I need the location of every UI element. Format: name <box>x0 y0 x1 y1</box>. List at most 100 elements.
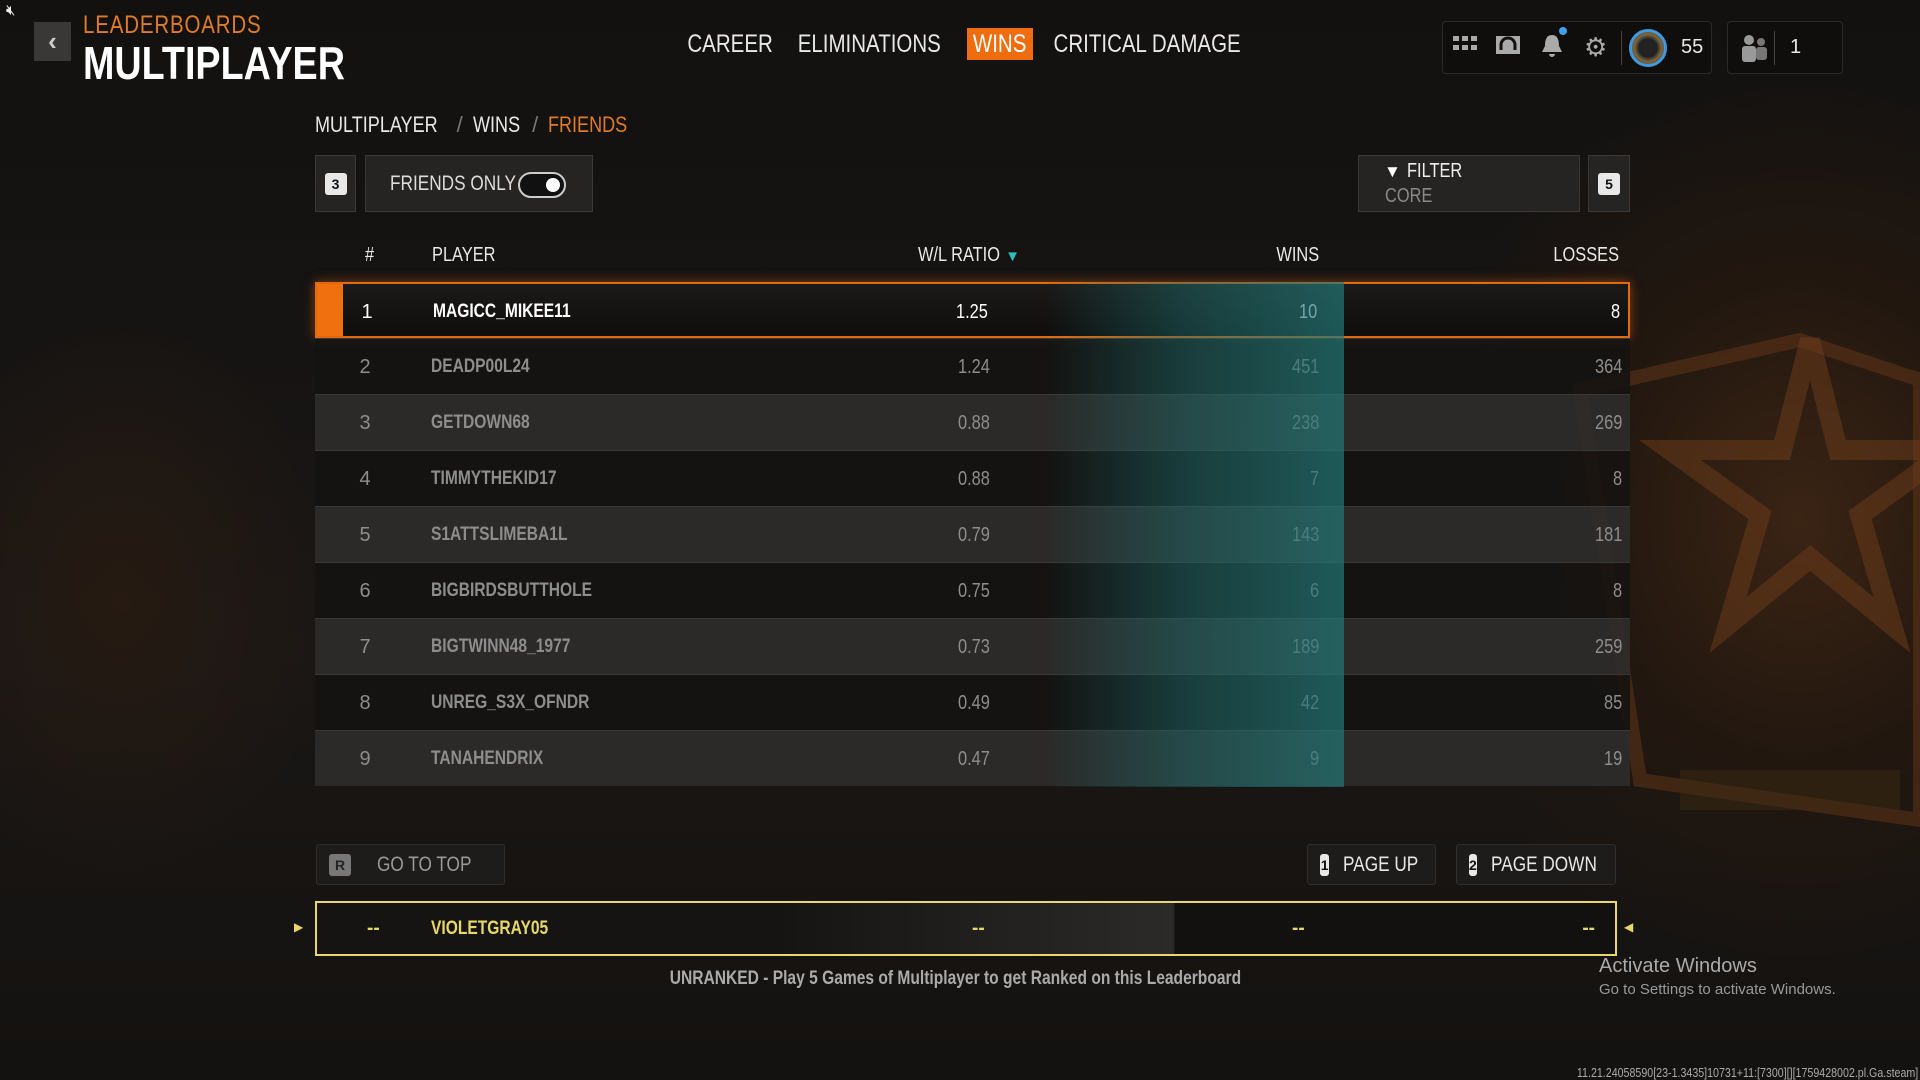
player-name: TIMMYTHEKID17 <box>431 468 557 489</box>
friends-only-toggle-panel[interactable]: FRIENDS ONLY <box>365 155 593 212</box>
col-header-player[interactable]: PLAYER <box>432 244 496 266</box>
breadcrumb-separator: / <box>532 112 539 137</box>
topbar-menu: ⚙ 55 <box>1442 21 1712 74</box>
divider <box>1621 31 1622 65</box>
wl-ratio: 0.88 <box>958 412 990 434</box>
wins: 42 <box>1300 692 1319 714</box>
wins: 7 <box>1309 468 1319 490</box>
bell-icon[interactable] <box>1540 32 1564 65</box>
player-name: DEADP00L24 <box>431 356 530 377</box>
losses: 259 <box>1594 636 1622 658</box>
losses: 19 <box>1603 748 1622 770</box>
table-row[interactable]: 1 MAGICC_MIKEE11 1.25 10 8 <box>315 282 1630 338</box>
wins: 451 <box>1291 356 1319 378</box>
wl-ratio: 0.47 <box>958 748 990 770</box>
table-row[interactable]: 3 GETDOWN68 0.88 238 269 <box>315 394 1630 450</box>
build-version: 11.21.24058590[23-1.3435]10731+11:[7300]… <box>1576 1065 1918 1080</box>
breadcrumb-item[interactable]: WINS <box>472 112 520 137</box>
table-row[interactable]: 5 S1ATTSLIMEBA1L 0.79 143 181 <box>315 506 1630 562</box>
player-name: S1ATTSLIMEBA1L <box>431 524 568 545</box>
grid-menu-icon[interactable] <box>1453 34 1479 60</box>
table-row[interactable]: 9 TANAHENDRIX 0.47 9 19 <box>315 730 1630 786</box>
player-level: 55 <box>1681 36 1704 58</box>
party-count: 1 <box>1790 36 1802 58</box>
wl-ratio: 0.88 <box>958 468 990 490</box>
col-header-wins[interactable]: WINS <box>1276 244 1319 266</box>
losses: 85 <box>1603 692 1622 714</box>
col-header-losses[interactable]: LOSSES <box>1553 244 1619 266</box>
page-up-button[interactable]: 1 PAGE UP <box>1307 844 1436 885</box>
section-label: LEADERBOARDS <box>83 11 262 39</box>
filter-button[interactable]: ▼ FILTER CORE <box>1358 155 1580 212</box>
tab-eliminations[interactable]: ELIMINATIONS <box>797 29 941 58</box>
tab-career[interactable]: CAREER <box>687 29 773 58</box>
unranked-message: UNRANKED - Play 5 Games of Multiplayer t… <box>669 968 1241 989</box>
breadcrumb-current: FRIENDS <box>548 112 628 137</box>
breadcrumb-separator: / <box>456 112 463 137</box>
wl-ratio: 0.79 <box>958 524 990 546</box>
activate-windows-subtitle: Go to Settings to activate Windows. <box>1599 981 1836 998</box>
rank: 6 <box>359 580 371 602</box>
player-name: BIGBIRDSBUTTHOLE <box>431 580 592 601</box>
tab-critical-damage[interactable]: CRITICAL DAMAGE <box>1053 29 1241 58</box>
rank: 3 <box>359 412 371 434</box>
player-name: MAGICC_MIKEE11 <box>433 301 571 322</box>
gear-icon[interactable]: ⚙ <box>1584 32 1608 62</box>
emblem-background <box>1572 332 1920 828</box>
table-row[interactable]: 8 UNREG_S3X_OFNDR 0.49 42 85 <box>315 674 1630 730</box>
player-name: GETDOWN68 <box>431 412 530 433</box>
losses: 364 <box>1594 356 1622 378</box>
self-row[interactable]: -- VIOLETGRAY05 -- -- -- <box>315 901 1617 956</box>
wl-ratio: 0.73 <box>958 636 990 658</box>
rank: 4 <box>359 468 371 490</box>
party-widget[interactable]: 1 <box>1727 21 1843 74</box>
rank: 7 <box>359 636 371 658</box>
wl-ratio: 0.49 <box>958 692 990 714</box>
speaker-muted-icon[interactable]: 🔇︎ <box>6 2 16 19</box>
tab-wins[interactable]: WINS <box>967 28 1033 60</box>
self-row-arrow-left-icon: ▶ <box>294 920 304 934</box>
rank: 5 <box>359 524 371 546</box>
wins: 6 <box>1309 580 1319 602</box>
table-row[interactable]: 6 BIGBIRDSBUTTHOLE 0.75 6 8 <box>315 562 1630 618</box>
player-name: TANAHENDRIX <box>431 748 544 769</box>
notification-dot <box>1559 27 1567 35</box>
breadcrumb-item[interactable]: MULTIPLAYER <box>315 112 438 137</box>
toggle-knob <box>546 178 560 192</box>
wins: 143 <box>1291 524 1319 546</box>
sort-desc-icon: ▼ <box>1005 248 1020 265</box>
table-row[interactable]: 4 TIMMYTHEKID17 0.88 7 8 <box>315 450 1630 506</box>
chevron-left-icon: ‹ <box>48 26 57 56</box>
selected-marker <box>317 284 343 336</box>
next-filter-key[interactable]: 5 <box>1588 155 1630 212</box>
back-button[interactable]: ‹ <box>34 22 71 61</box>
activate-windows-title: Activate Windows <box>1599 955 1757 977</box>
table-row[interactable]: 7 BIGTWINN48_1977 0.73 189 259 <box>315 618 1630 674</box>
prev-filter-key[interactable]: 3 <box>315 155 356 212</box>
wl-ratio: 1.24 <box>958 356 990 378</box>
wl-ratio: 1.25 <box>956 301 988 323</box>
losses: 269 <box>1594 412 1622 434</box>
filter-icon: ▼ <box>1384 162 1401 181</box>
rank-emblem-icon[interactable] <box>1629 29 1667 67</box>
losses: 181 <box>1594 524 1622 546</box>
rank: 9 <box>359 748 371 770</box>
page-down-button[interactable]: 2 PAGE DOWN <box>1456 844 1616 885</box>
wl-ratio: 0.75 <box>958 580 990 602</box>
friends-only-toggle[interactable] <box>518 172 566 198</box>
player-name: UNREG_S3X_OFNDR <box>431 692 590 713</box>
wins: 9 <box>1309 748 1319 770</box>
party-icon <box>1740 34 1770 69</box>
rank: 8 <box>359 692 371 714</box>
col-header-rank: # <box>365 244 375 266</box>
losses: 8 <box>1612 580 1622 602</box>
wins: 238 <box>1291 412 1319 434</box>
headset-chat-icon[interactable] <box>1496 34 1522 63</box>
go-to-top-button[interactable]: R GO TO TOP <box>316 844 505 885</box>
losses: 8 <box>1612 468 1622 490</box>
col-header-wl-ratio[interactable]: W/L RATIO ▼ <box>917 244 1020 266</box>
table-row[interactable]: 2 DEADP00L24 1.24 451 364 <box>315 338 1630 394</box>
wins: 189 <box>1291 636 1319 658</box>
page-title: MULTIPLAYER <box>83 37 345 89</box>
breadcrumb: MULTIPLAYER / WINS / FRIENDS <box>315 112 645 138</box>
